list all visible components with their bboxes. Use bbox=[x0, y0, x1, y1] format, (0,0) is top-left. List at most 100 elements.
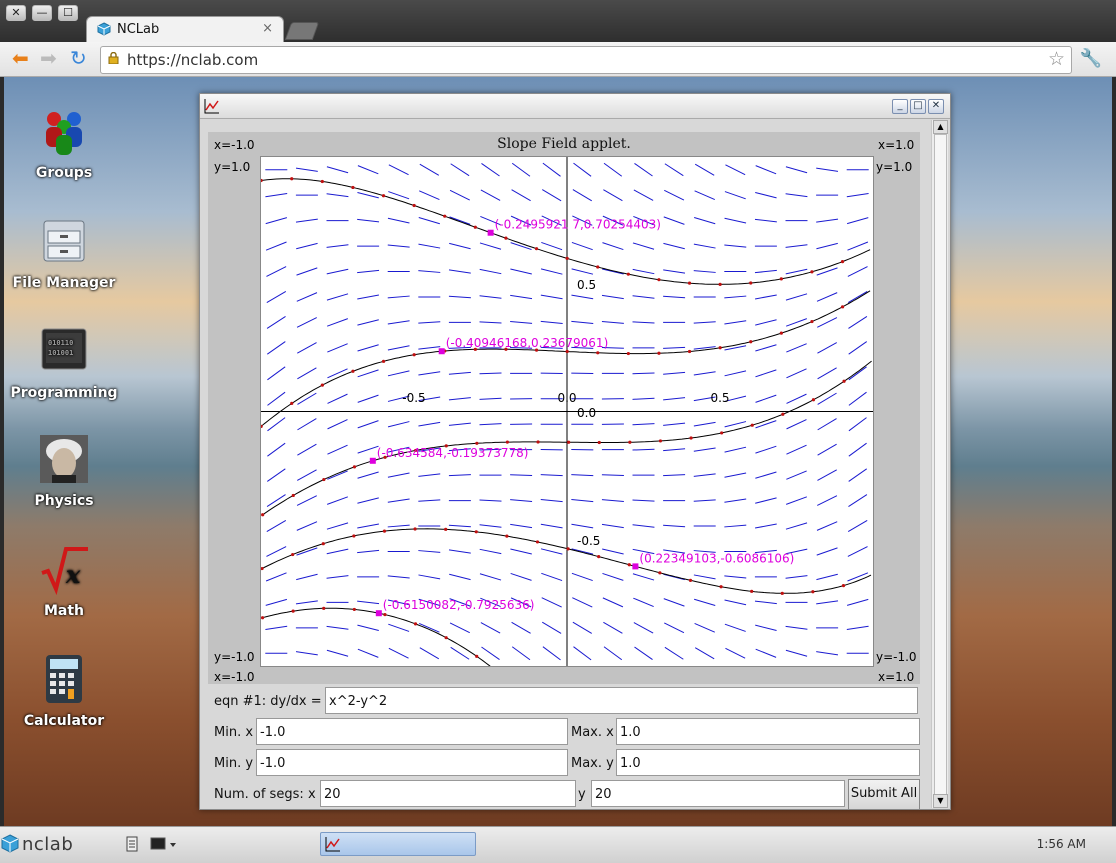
slope-segment bbox=[357, 219, 379, 222]
curve-sample-dot bbox=[566, 257, 569, 260]
max-x-input[interactable]: 1.0 bbox=[616, 718, 920, 745]
curve-sample-dot bbox=[322, 478, 325, 481]
slope-segment bbox=[481, 163, 499, 176]
slope-segment bbox=[725, 422, 746, 427]
document-icon[interactable] bbox=[126, 836, 138, 852]
slope-segment bbox=[755, 370, 776, 377]
min-x-input[interactable]: -1.0 bbox=[256, 718, 568, 745]
slope-segment bbox=[633, 449, 655, 450]
slope-segment bbox=[267, 495, 285, 507]
slope-segment bbox=[418, 322, 440, 323]
browser-toolbar: ⬅ ➡ ↻ https://nclab.com ☆ 🔧 bbox=[0, 42, 1116, 77]
scroll-down-icon[interactable]: ▼ bbox=[933, 794, 948, 808]
slope-segment bbox=[725, 165, 745, 175]
slope-segment bbox=[266, 242, 286, 250]
minimize-window-button[interactable]: — bbox=[32, 5, 52, 21]
slope-segment bbox=[541, 573, 562, 580]
scroll-up-icon[interactable]: ▲ bbox=[933, 120, 948, 134]
slope-segment bbox=[480, 398, 502, 399]
slope-segment bbox=[388, 422, 409, 427]
max-x-label: Max. x bbox=[571, 725, 614, 740]
curve-sample-dot bbox=[781, 413, 784, 416]
slope-segment bbox=[818, 419, 837, 430]
slope-segment bbox=[664, 599, 685, 607]
slope-segment bbox=[786, 650, 807, 656]
curve-sample-dot bbox=[781, 592, 784, 595]
tab-close-icon[interactable]: × bbox=[262, 21, 273, 36]
slope-segment bbox=[480, 500, 502, 501]
slope-segment bbox=[602, 573, 623, 580]
terminal-menu-icon[interactable] bbox=[150, 836, 178, 852]
slope-segment bbox=[573, 647, 591, 660]
curve-sample-dot bbox=[842, 584, 845, 587]
forward-arrow-icon[interactable]: ➡ bbox=[40, 48, 57, 68]
scroll-thumb[interactable] bbox=[934, 134, 947, 796]
curve-sample-dot bbox=[842, 380, 845, 383]
slope-segment bbox=[786, 626, 808, 629]
window-minimize-button[interactable]: _ bbox=[892, 99, 908, 114]
window-close-button[interactable]: ✕ bbox=[928, 99, 944, 114]
browser-tab[interactable]: NCLab × bbox=[86, 16, 284, 43]
slope-segment bbox=[481, 623, 500, 634]
taskbar-window-slope-field[interactable] bbox=[320, 832, 476, 856]
slope-segment bbox=[633, 574, 654, 580]
slope-segment bbox=[267, 469, 285, 482]
curve-sample-dot bbox=[475, 442, 478, 445]
window-maximize-button[interactable]: □ bbox=[910, 99, 926, 114]
close-window-button[interactable]: ✕ bbox=[6, 5, 26, 21]
curve-sample-dot bbox=[750, 590, 753, 593]
slope-segment bbox=[756, 166, 776, 174]
slope-segment bbox=[725, 447, 746, 452]
slope-segment bbox=[480, 269, 502, 273]
max-y-input[interactable]: 1.0 bbox=[616, 749, 920, 776]
slope-segment bbox=[418, 474, 440, 477]
corner-label-bottom-right-x: x=1.0 bbox=[878, 670, 914, 684]
slope-segment bbox=[849, 418, 867, 431]
slope-segment bbox=[297, 268, 318, 275]
address-bar[interactable]: https://nclab.com ☆ bbox=[100, 46, 1072, 74]
slope-segment bbox=[357, 550, 379, 552]
curve-sample-dot bbox=[657, 352, 660, 355]
slope-segment bbox=[327, 369, 347, 378]
slope-segment bbox=[786, 445, 806, 454]
segments-y-input[interactable]: 20 bbox=[591, 780, 845, 807]
segments-x-input[interactable]: 20 bbox=[320, 780, 576, 807]
desktop-icon-file-manager[interactable]: File Manager bbox=[4, 215, 124, 291]
reload-icon[interactable]: ↻ bbox=[70, 48, 87, 68]
desktop-icon-physics[interactable]: Physics bbox=[4, 433, 124, 509]
equation-input[interactable]: x^2-y^2 bbox=[325, 687, 918, 714]
submit-all-button[interactable]: Submit All bbox=[848, 779, 920, 810]
slope-field-plot[interactable]: -0.5 0.0 0.5 0.5 0.0 -0.5 (-0.2495921 7,… bbox=[260, 156, 874, 667]
slope-field-svg: -0.5 0.0 0.5 0.5 0.0 -0.5 (-0.2495921 7,… bbox=[261, 157, 873, 666]
desktop-icon-math[interactable]: x Math bbox=[4, 543, 124, 619]
slope-segment bbox=[480, 424, 502, 425]
slope-segment bbox=[848, 547, 868, 557]
svg-text:x: x bbox=[65, 560, 81, 589]
new-tab-button[interactable] bbox=[285, 22, 320, 40]
nclab-logo[interactable]: nclab bbox=[22, 834, 73, 855]
slope-segment bbox=[358, 649, 378, 657]
curve-sample-dot bbox=[659, 439, 662, 442]
maximize-window-button[interactable]: ☐ bbox=[58, 5, 78, 21]
desktop-icon-calculator[interactable]: Calculator bbox=[4, 653, 124, 729]
slope-segment bbox=[266, 599, 287, 605]
slope-segment bbox=[634, 623, 653, 634]
slope-segment bbox=[663, 372, 685, 374]
initial-point-label: (-0.6150082,-0.7925636) bbox=[383, 598, 535, 612]
curve-sample-dot bbox=[383, 613, 386, 616]
slope-segment bbox=[512, 163, 530, 176]
min-y-input[interactable]: -1.0 bbox=[256, 749, 568, 776]
slope-segment bbox=[786, 194, 808, 197]
bookmark-star-icon[interactable]: ☆ bbox=[1048, 48, 1065, 70]
wrench-menu-icon[interactable]: 🔧 bbox=[1080, 48, 1102, 69]
slope-segment bbox=[755, 498, 776, 503]
slope-segment bbox=[511, 573, 532, 580]
slope-segment bbox=[818, 368, 837, 379]
desktop-icon-groups[interactable]: Groups bbox=[4, 105, 124, 181]
graph-app-icon bbox=[325, 836, 341, 852]
window-titlebar[interactable]: _ □ ✕ bbox=[200, 94, 950, 119]
slope-segment bbox=[633, 525, 655, 528]
window-scrollbar[interactable]: ▲ ▼ bbox=[931, 120, 948, 808]
back-arrow-icon[interactable]: ⬅ bbox=[12, 48, 29, 68]
